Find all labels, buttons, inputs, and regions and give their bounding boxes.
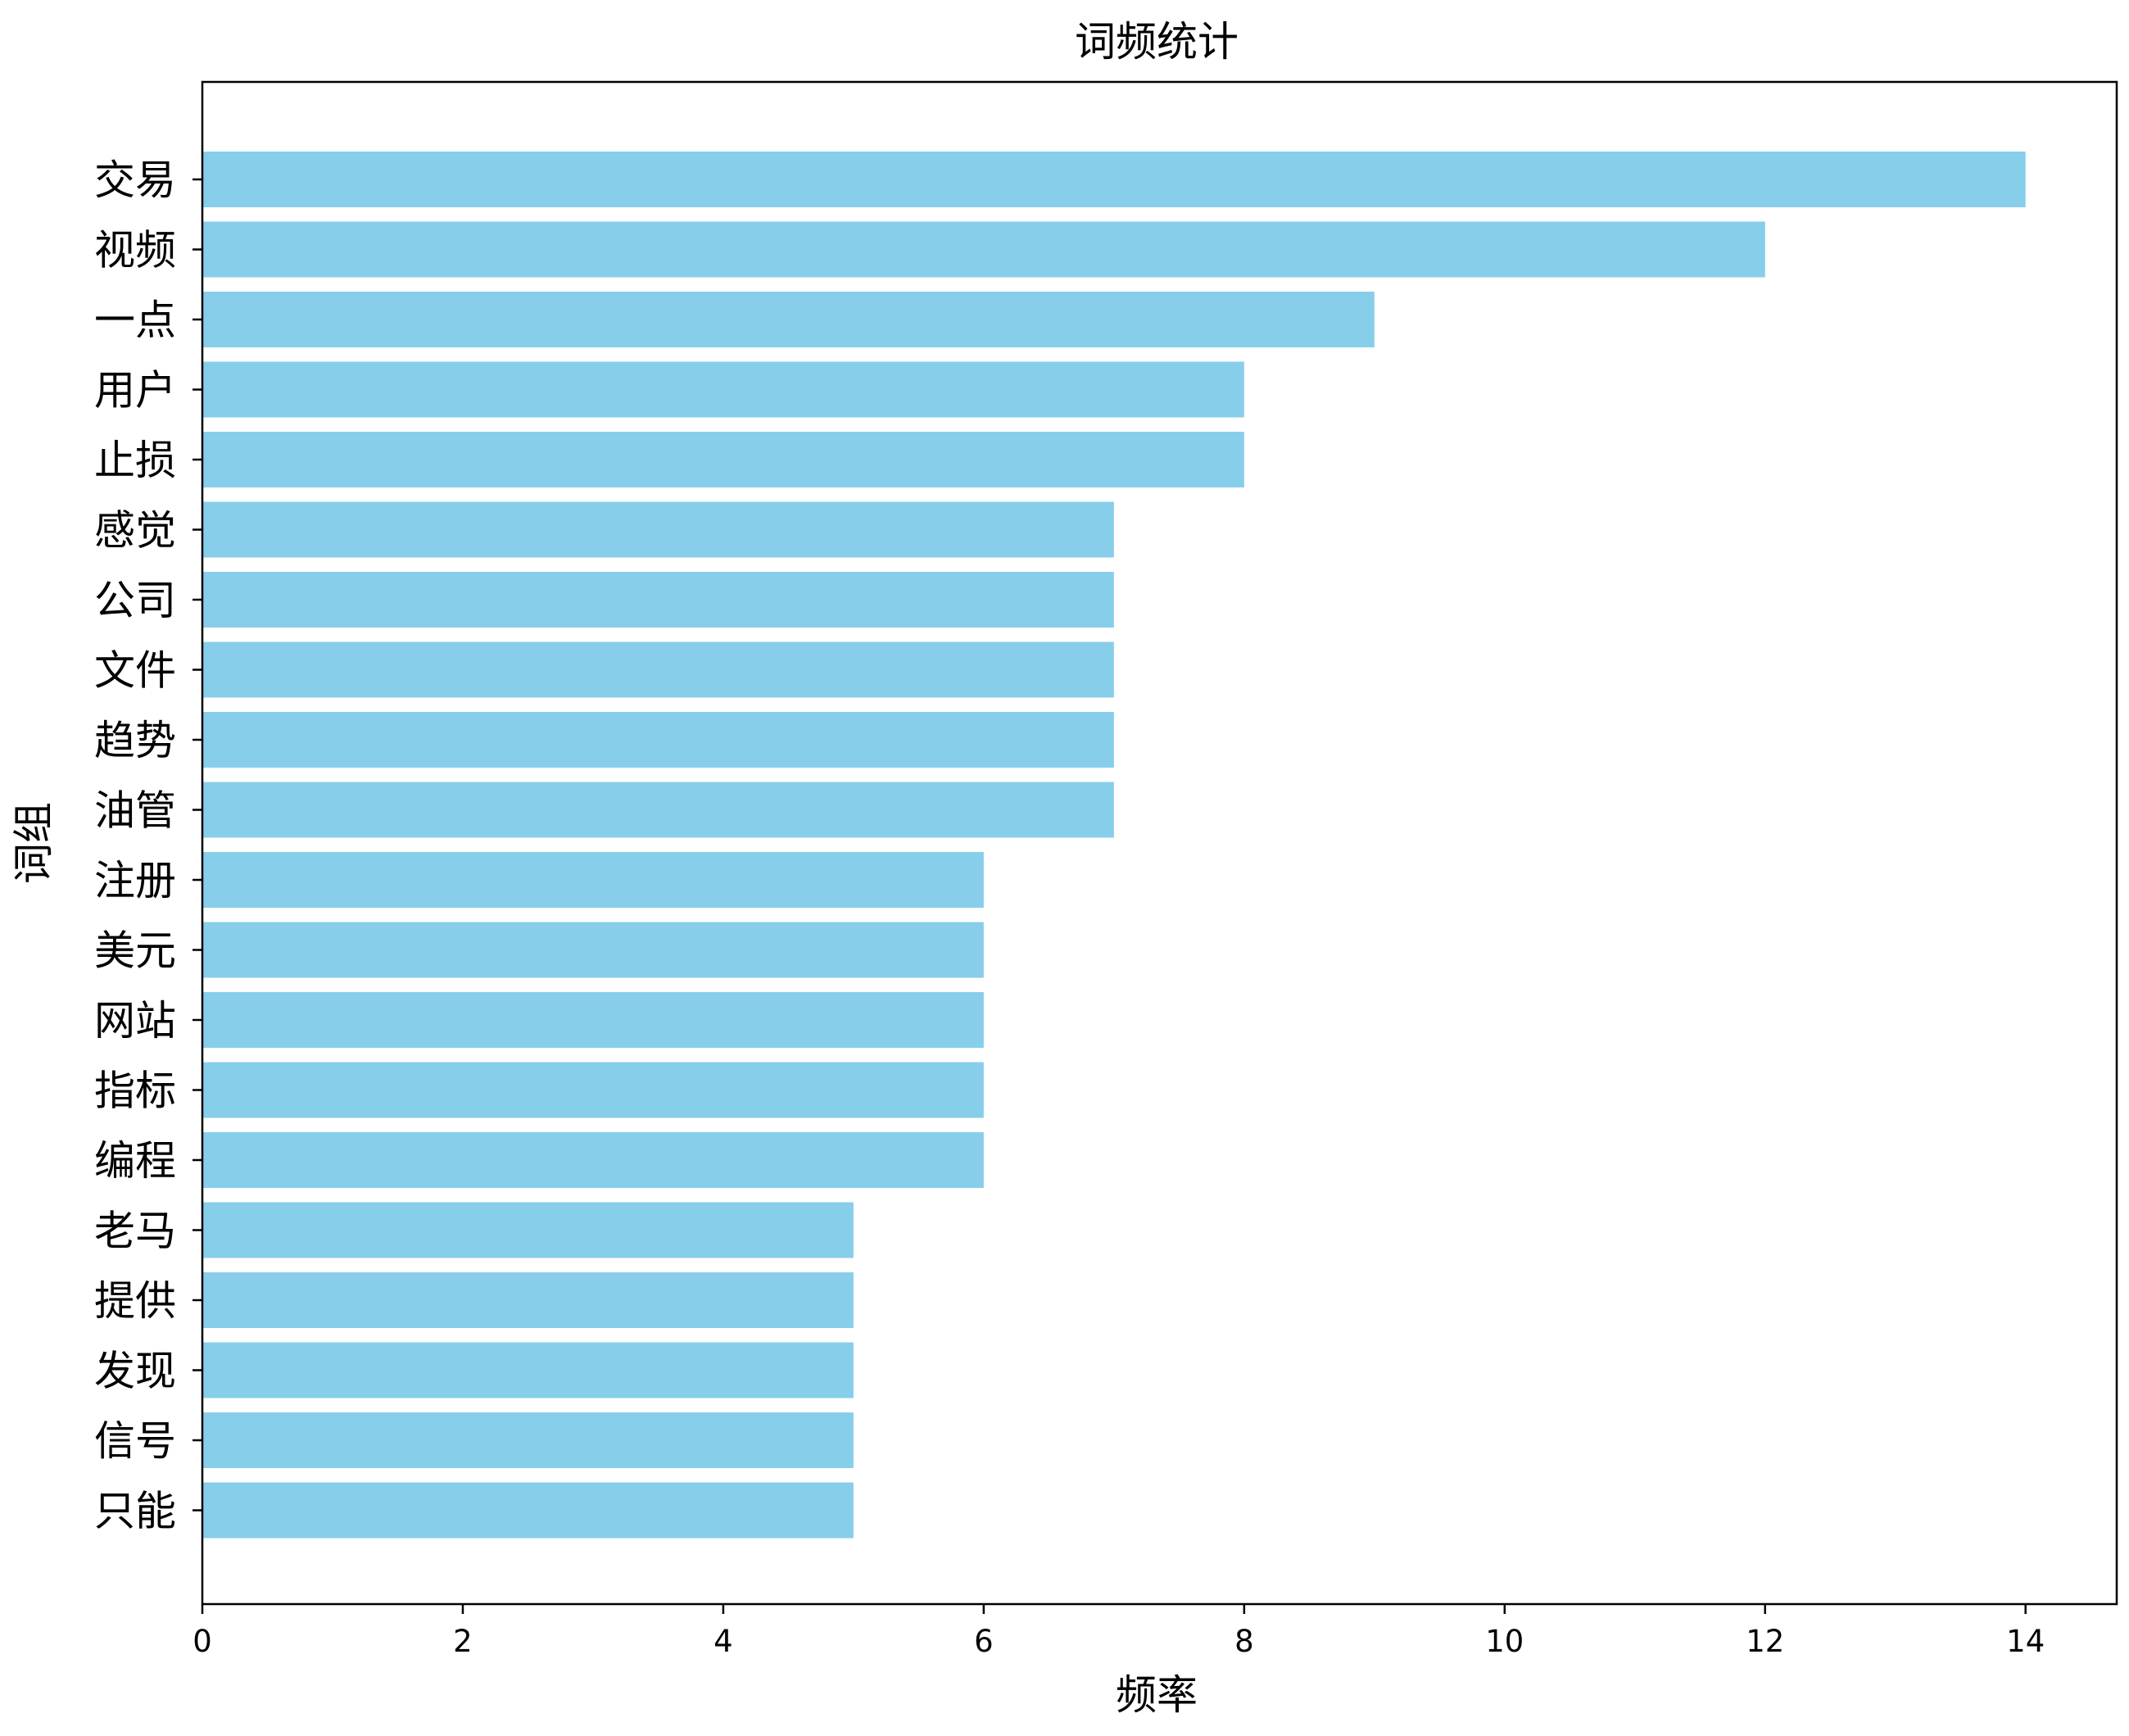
y-tick-label: 只能 [94, 1488, 176, 1535]
y-tick-label: 油管 [94, 787, 176, 835]
bar-12 [202, 992, 984, 1048]
x-tick-label: 10 [1485, 1624, 1524, 1659]
y-axis-label: 词组 [10, 802, 57, 884]
y-tick-label: 一点 [94, 297, 176, 344]
y-tick-label: 感觉 [94, 507, 176, 555]
plot-frame [201, 80, 2118, 1606]
x-tick-label: 6 [974, 1624, 994, 1659]
y-tick-label: 指标 [94, 1067, 176, 1115]
x-tick-label: 0 [193, 1624, 212, 1659]
bar-1 [202, 221, 1765, 278]
bar-10 [202, 852, 984, 908]
y-tick-label: 趋势 [94, 717, 176, 764]
bar-17 [202, 1342, 854, 1398]
y-tick-label: 注册 [94, 857, 176, 904]
bar-8 [202, 712, 1114, 768]
y-tick-label: 交易 [94, 156, 176, 204]
x-tick-label: 4 [713, 1624, 733, 1659]
bar-0 [202, 152, 2026, 207]
bar-7 [202, 641, 1114, 698]
x-axis-label: 频率 [1116, 1671, 1198, 1719]
bar-5 [202, 501, 1114, 558]
y-tick-label: 提供 [94, 1277, 176, 1325]
x-tick-label: 2 [453, 1624, 473, 1659]
y-tick-label: 视频 [94, 227, 176, 274]
bar-3 [202, 361, 1244, 418]
x-tick-label: 8 [1234, 1624, 1254, 1659]
x-axis-ticks: 0 2 4 6 8 10 12 14 [193, 1604, 2045, 1659]
bar-4 [202, 432, 1244, 487]
bar-18 [202, 1412, 854, 1468]
bar-9 [202, 782, 1114, 838]
bar-15 [202, 1202, 854, 1258]
y-tick-label: 公司 [94, 577, 176, 624]
y-tick-label: 网站 [94, 997, 176, 1045]
y-tick-label: 编程 [94, 1137, 176, 1185]
bar-16 [202, 1272, 854, 1328]
y-tick-label: 老马 [94, 1208, 176, 1255]
y-tick-label: 止损 [94, 437, 176, 484]
bars-group [202, 152, 2026, 1539]
y-tick-label: 信号 [94, 1417, 176, 1465]
y-tick-label: 文件 [94, 647, 176, 695]
y-tick-label: 发现 [94, 1348, 176, 1395]
bar-11 [202, 922, 984, 978]
bar-19 [202, 1482, 854, 1539]
chart-title: 词频统计 [1075, 18, 1239, 66]
x-tick-label: 14 [2006, 1624, 2045, 1659]
bar-14 [202, 1132, 984, 1188]
y-tick-label: 用户 [94, 367, 176, 415]
bar-13 [202, 1062, 984, 1118]
bar-6 [202, 572, 1114, 628]
y-tick-label: 美元 [94, 927, 176, 975]
x-tick-label: 12 [1746, 1624, 1784, 1659]
bar-2 [202, 292, 1375, 347]
